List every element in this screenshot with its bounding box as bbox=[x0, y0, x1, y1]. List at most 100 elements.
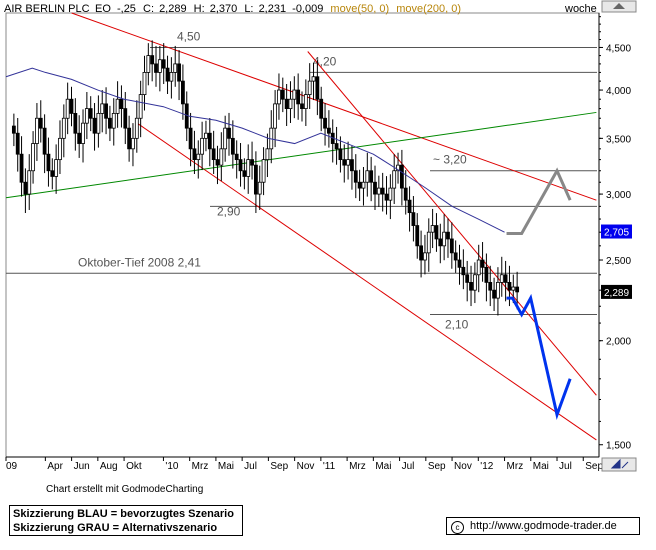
x-tick-label: '11 bbox=[323, 461, 336, 472]
candle-body bbox=[265, 148, 270, 161]
candle-body bbox=[357, 181, 362, 189]
x-tick-label: Jul bbox=[244, 461, 257, 472]
candle-body bbox=[503, 274, 508, 283]
candle-body bbox=[273, 103, 278, 129]
scenario-blau bbox=[506, 293, 572, 420]
candle-body bbox=[480, 259, 485, 268]
candle-body bbox=[288, 98, 293, 110]
x-tick-label: Jun bbox=[74, 461, 90, 472]
candle-body bbox=[211, 148, 216, 161]
ma50-label: move(50, 0) bbox=[330, 3, 389, 15]
x-tick-label: Aug bbox=[100, 461, 118, 472]
x-tick-label: 09 bbox=[6, 461, 18, 472]
quote-close: 2,289 bbox=[159, 3, 187, 15]
candle-body bbox=[430, 225, 435, 233]
candle-body bbox=[19, 153, 24, 183]
quote-high-label: H: bbox=[194, 3, 205, 15]
legend-line-gray: Skizzierung GRAU = Alternativszenario bbox=[13, 522, 218, 534]
candle-body bbox=[284, 98, 289, 110]
quote-low-label: L: bbox=[244, 3, 253, 15]
candle-body bbox=[58, 137, 62, 161]
candle-body bbox=[511, 286, 516, 291]
candle-body bbox=[161, 59, 166, 69]
x-tick-label: Mai bbox=[375, 461, 391, 472]
x-tick-label: Nov bbox=[297, 461, 315, 472]
scroll-up-icon[interactable] bbox=[601, 0, 637, 13]
price-badge bbox=[601, 284, 632, 299]
candle-body bbox=[515, 286, 520, 293]
candle-body bbox=[277, 89, 281, 105]
candle-body bbox=[115, 98, 120, 114]
candle-body bbox=[50, 170, 55, 177]
trendlines bbox=[5, 12, 597, 441]
x-tick-label: Okt bbox=[126, 461, 142, 472]
candle-body bbox=[419, 245, 423, 261]
y-tick-label: 4,500 bbox=[606, 43, 631, 54]
quote-high: 2,370 bbox=[210, 3, 238, 15]
candle-body bbox=[261, 159, 266, 183]
candle-body bbox=[238, 159, 243, 172]
level-label: 2,10 bbox=[445, 318, 469, 332]
candle-body bbox=[280, 89, 285, 100]
x-axis: 09 Apr Jun Aug Okt '10 Mrz Mai Jul Sep Nov '11 Mrz Ma… bbox=[5, 456, 603, 472]
scroll-down-icon[interactable] bbox=[601, 457, 637, 472]
quote-close-label: C: bbox=[143, 3, 154, 15]
candle-body bbox=[399, 164, 404, 189]
candle-body bbox=[407, 199, 412, 214]
y-axis: 4,500 4,000 3,500 3,000 2,500 2,000 1,500 bbox=[598, 13, 631, 457]
candle-body bbox=[457, 259, 462, 268]
candle-body bbox=[361, 181, 366, 189]
candle-body bbox=[154, 63, 158, 73]
candle-body bbox=[27, 170, 32, 195]
candle-body bbox=[392, 170, 397, 189]
x-tick-label: Mai bbox=[218, 461, 234, 472]
candle-body bbox=[342, 159, 347, 166]
candle-body bbox=[123, 108, 128, 129]
candle-body bbox=[453, 252, 458, 261]
x-tick-label: Nov bbox=[454, 461, 472, 472]
scenario-legend: Skizzierung BLAU = bevorzugtes Szenario … bbox=[9, 505, 243, 536]
candle-body bbox=[165, 67, 170, 82]
source-link[interactable]: c http://www.godmode-trader.de bbox=[446, 517, 640, 535]
price-badge bbox=[601, 224, 632, 239]
price-badges: 2,705 2,289 bbox=[601, 224, 632, 299]
candle-body bbox=[108, 117, 112, 129]
moving-average-line bbox=[5, 67, 505, 233]
candles bbox=[11, 40, 520, 316]
chart-caption: Chart erstellt mit GodmodeCharting bbox=[46, 484, 204, 495]
candle-body bbox=[369, 170, 374, 183]
candle-body bbox=[461, 266, 466, 276]
level-label: 2,90 bbox=[217, 204, 241, 218]
candle-body bbox=[204, 132, 208, 139]
candle-body bbox=[111, 112, 116, 129]
level-label: 4,50 bbox=[177, 29, 201, 43]
candle-body bbox=[319, 98, 324, 119]
candle-body bbox=[326, 127, 331, 134]
candle-body bbox=[157, 59, 162, 73]
candle-body bbox=[119, 98, 124, 110]
quote-delta: -0,009 bbox=[292, 3, 323, 15]
candle-body bbox=[376, 187, 381, 195]
candle-body bbox=[142, 72, 147, 96]
candle-body bbox=[476, 259, 481, 276]
x-tick-label: Mrz bbox=[192, 461, 209, 472]
chart-header: AIR BERLIN PLC EO -,25 C: 2,289 H: 2,370… bbox=[4, 0, 637, 472]
x-tick-label: Jul bbox=[559, 461, 572, 472]
moving-average bbox=[5, 67, 505, 233]
trendline-red-lower bbox=[136, 122, 597, 441]
candle-body bbox=[446, 231, 450, 240]
candle-body bbox=[207, 132, 212, 150]
candle-body bbox=[96, 112, 101, 134]
candle-body bbox=[472, 274, 477, 291]
quote-change: -,25 bbox=[117, 3, 136, 15]
quote-low: 2,231 bbox=[259, 3, 287, 15]
candle-body bbox=[38, 117, 43, 129]
candle-body bbox=[15, 132, 20, 155]
x-tick-label: Mrz bbox=[349, 461, 366, 472]
candle-body bbox=[127, 127, 132, 150]
period-label: woche bbox=[564, 3, 597, 15]
candle-body bbox=[403, 187, 408, 201]
y-tick-label: 2,500 bbox=[606, 256, 631, 267]
candle-body bbox=[426, 231, 431, 254]
candle-body bbox=[223, 127, 228, 150]
